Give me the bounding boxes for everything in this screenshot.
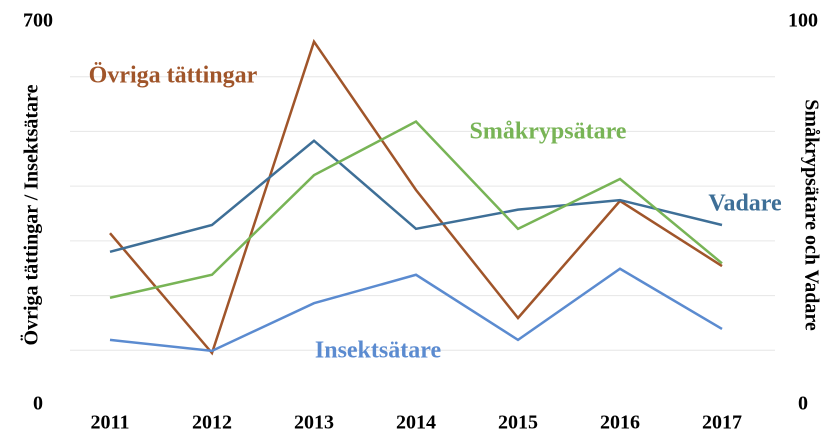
series-label: Insektsätare [315,338,442,364]
y-tick-label: 700 [23,10,53,32]
x-tick-label: 2011 [91,412,130,434]
x-tick-label: 2012 [192,412,232,434]
x-tick-label: 2016 [600,412,640,434]
x-tick-label: 2014 [396,412,436,434]
y2-axis-title: Småkrypsätare och Vadare [800,99,822,331]
series-line [109,267,723,353]
series-label: Vadare [708,191,782,217]
y2-tick-label: 100 [788,10,818,32]
x-tick-label: 2015 [498,412,538,434]
x-tick-label: 2017 [702,412,742,434]
x-tick-label: 2013 [294,412,334,434]
y2-tick-label: 0 [798,393,808,415]
series-line [109,139,723,254]
y-tick-label: 0 [33,393,43,415]
series-label: Övriga tättingar [89,63,258,89]
y-axis-title: Övriga tättingar / Insektsätare [20,84,43,345]
series-line [109,120,723,299]
series-label: Småkrypsätare [470,119,627,145]
